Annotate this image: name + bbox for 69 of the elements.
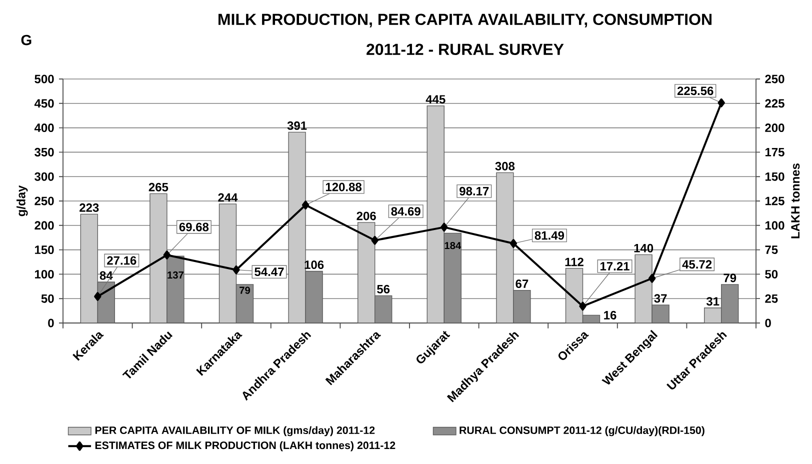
data-label: 112	[565, 258, 584, 266]
point	[440, 222, 448, 232]
legend-label: PER CAPITA AVAILABILITY OF MILK (gms/day) 2011-12	[95, 426, 375, 436]
data-label: 223	[80, 203, 99, 212]
point	[163, 250, 171, 260]
data-label: 445	[426, 95, 446, 104]
y-axis-title: g/day	[16, 185, 28, 216]
data-label: 16	[604, 310, 616, 320]
y2-tick-label: 150	[765, 172, 784, 181]
data-label: 391	[287, 121, 307, 130]
data-label: 31	[706, 297, 720, 306]
y2-tick-label: 0	[765, 318, 771, 328]
point	[371, 236, 378, 245]
data-label: 308	[495, 162, 515, 170]
data-label: 37	[654, 294, 667, 303]
y2-tick-label: 175	[765, 148, 784, 156]
y2-tick-label: 25	[765, 294, 778, 303]
data-label: 54.47	[254, 268, 284, 276]
point	[302, 200, 310, 210]
point	[510, 238, 518, 248]
data-label: 140	[634, 244, 654, 252]
data-label: 106	[304, 260, 324, 270]
data-label: 98.17	[460, 186, 489, 196]
y-tick-label: 200	[34, 221, 54, 230]
y-tick-label: 250	[34, 196, 54, 206]
point	[718, 98, 725, 108]
y2-axis-title: LAKH tonnes	[791, 163, 800, 238]
data-label: 225.56	[677, 86, 714, 96]
point	[648, 274, 656, 283]
text: G	[21, 34, 32, 46]
data-label: 56	[377, 284, 390, 294]
data-label: 84	[100, 271, 113, 280]
y-tick-label: 400	[34, 124, 54, 132]
point	[579, 302, 586, 311]
y2-tick-label: 225	[765, 99, 784, 108]
y-tick-label: 150	[35, 246, 54, 254]
legend-label: RURAL CONSUMPT 2011-12 (g/CU/day)(RDI-150)	[460, 426, 704, 436]
point	[94, 292, 102, 301]
data-label: 45.72	[682, 260, 712, 269]
data-label: 84.69	[391, 207, 420, 216]
data-label: 137	[168, 271, 184, 279]
data-label: 79	[724, 274, 736, 282]
y2-tick-label: 50	[765, 270, 778, 278]
data-label: 17.21	[600, 262, 630, 270]
y2-tick-label: 75	[765, 246, 778, 254]
data-label: 27.16	[107, 256, 136, 265]
y-tick-label: 50	[41, 294, 54, 303]
y-tick-label: 100	[35, 270, 54, 278]
chart-title: MILK PRODUCTION, PER CAPITA AVAILABILITY, CONSUMPTION 2011-12 - RURAL SURVEY	[218, 14, 712, 56]
y-tick-label: 300	[34, 172, 54, 181]
y2-tick-label: 100	[765, 221, 784, 230]
data-label: 265	[148, 182, 168, 192]
data-label: 81.49	[534, 231, 564, 240]
data-label: 69.68	[179, 222, 209, 232]
y-tick-label: 0	[48, 318, 54, 328]
data-label: 206	[356, 212, 376, 220]
legend-label: ESTIMATES OF MILK PRODUCTION (LAKH tonnes) 2011-12	[95, 441, 396, 452]
y-tick-label: 450	[34, 99, 54, 108]
data-label: 120.88	[326, 182, 362, 192]
y2-tick-label: 125	[765, 196, 784, 206]
y-tick-label: 500	[34, 74, 54, 84]
data-label: 184	[444, 242, 462, 250]
y-tick-label: 350	[34, 148, 54, 156]
data-label: 79	[240, 286, 250, 294]
point	[232, 265, 240, 274]
data-label: 67	[516, 280, 528, 288]
y2-tick-label: 250	[765, 74, 784, 84]
y2-tick-label: 200	[765, 124, 784, 132]
data-label: 244	[218, 193, 238, 202]
